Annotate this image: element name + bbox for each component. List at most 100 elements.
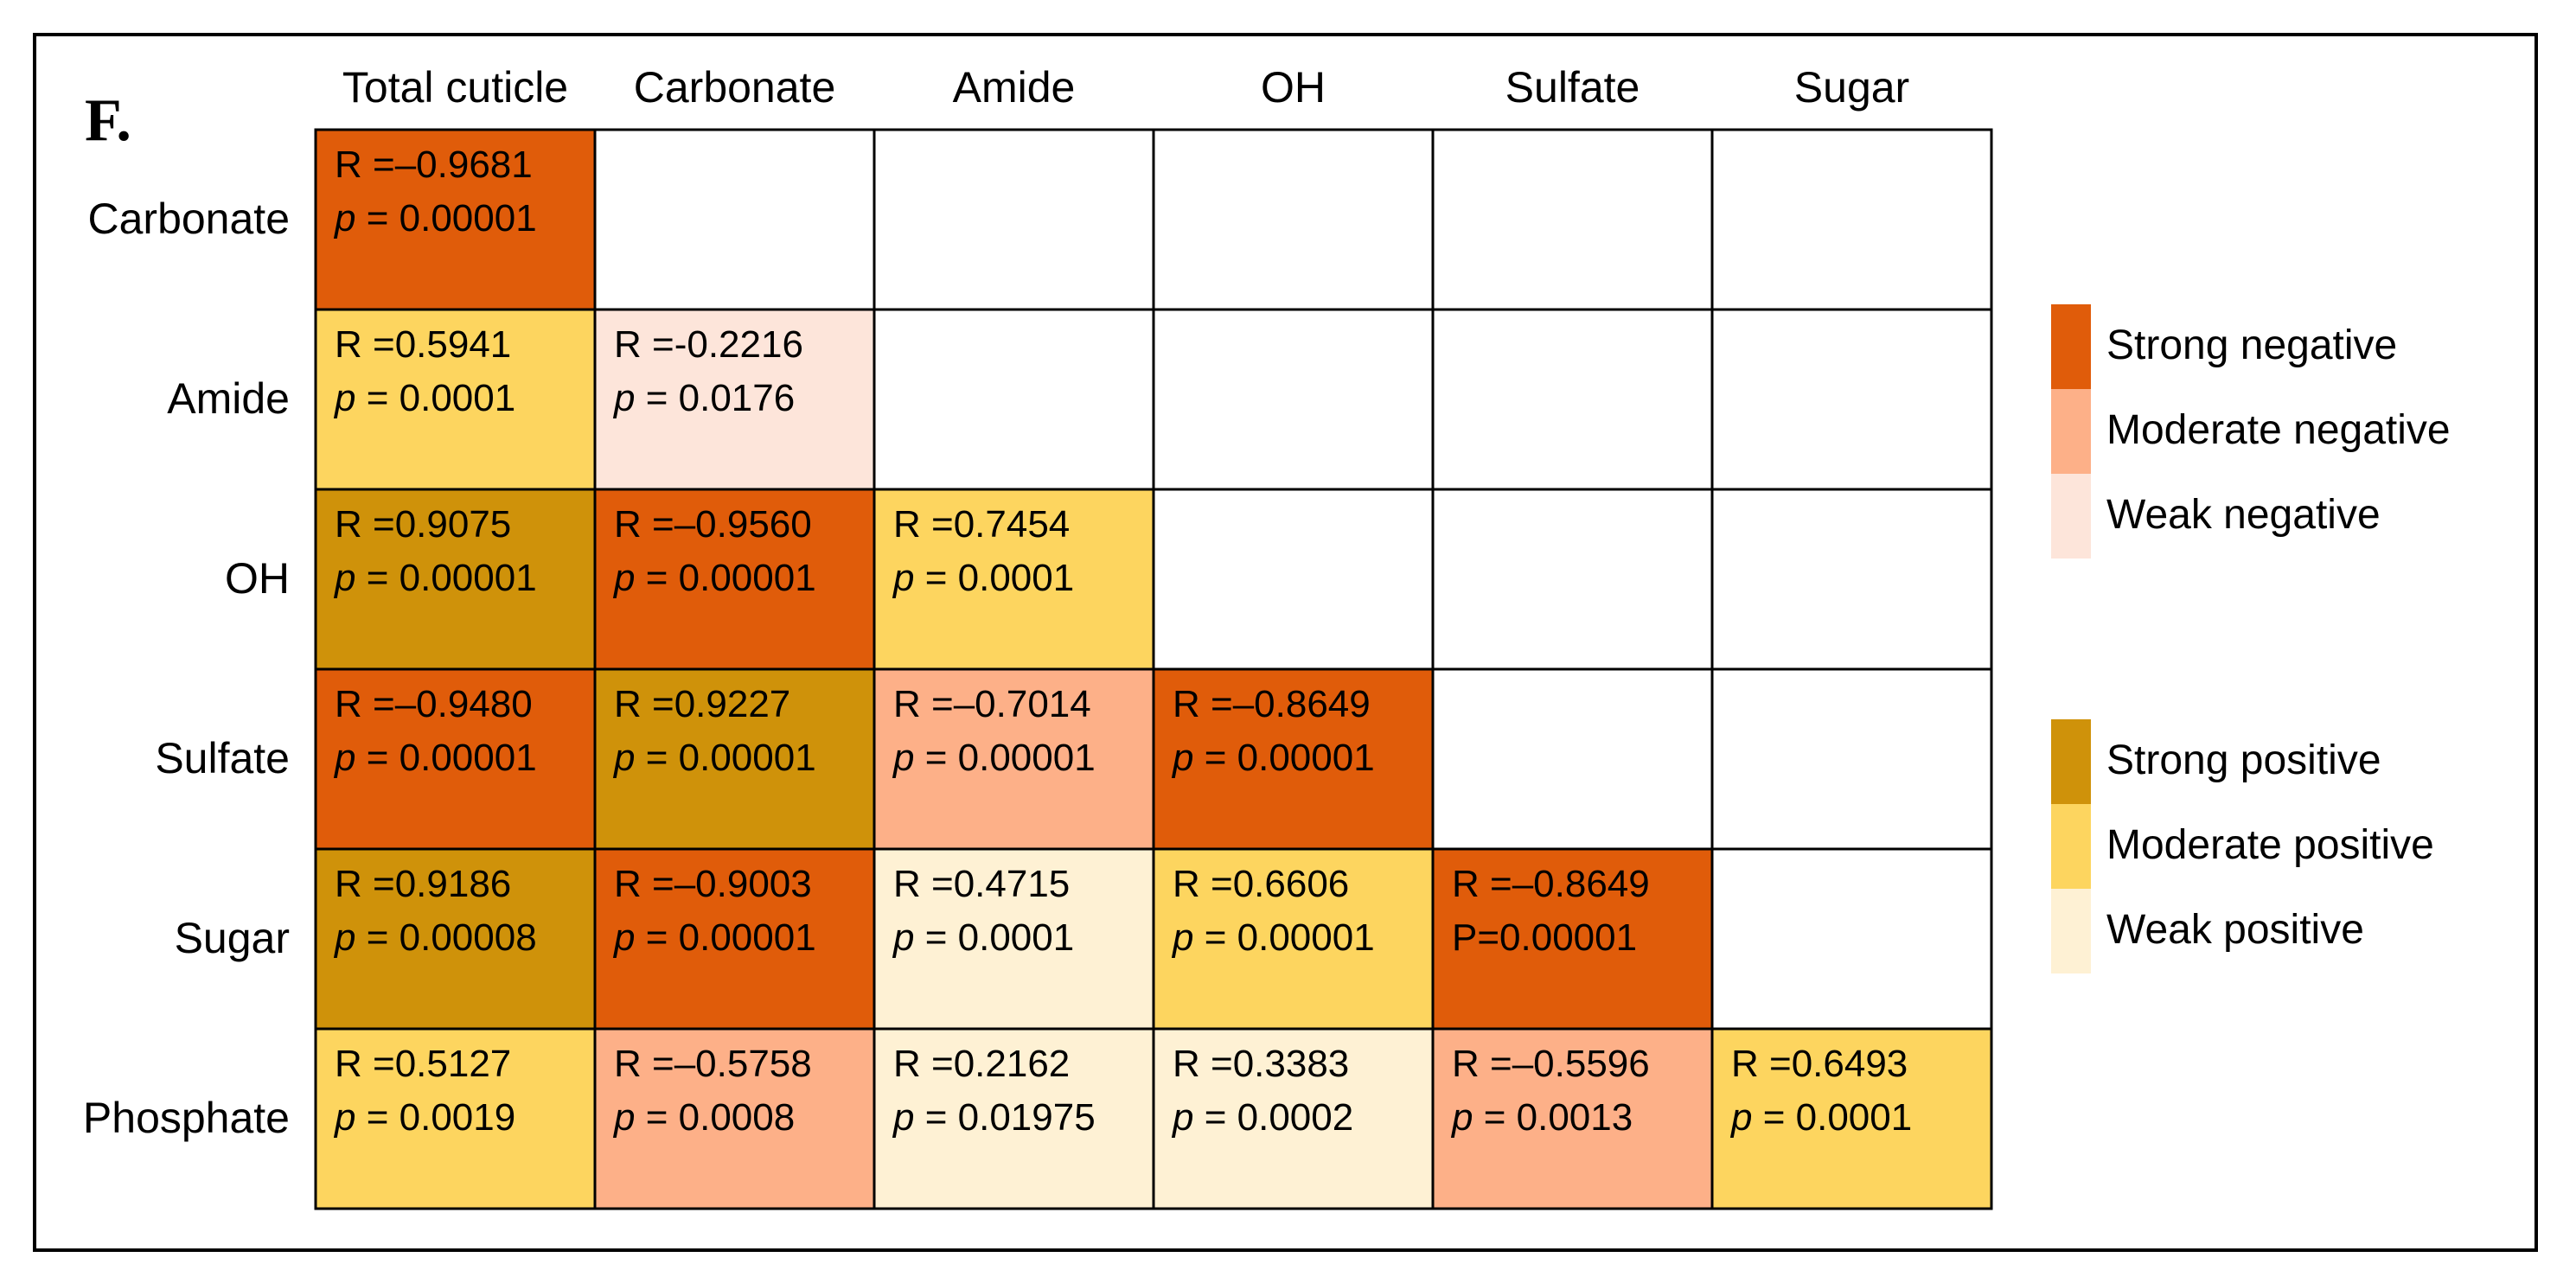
- p-symbol: p: [893, 557, 915, 599]
- p-value: p = 0.01975: [893, 1091, 1096, 1145]
- p-value-text: = 0.00001: [355, 197, 537, 239]
- heatmap-cell-amide-sugar: [1710, 308, 1993, 491]
- legend-swatch-strong-positive: [2051, 719, 2091, 804]
- cell-label: R =0.2162 p = 0.01975: [893, 1037, 1096, 1145]
- p-value-text: = 0.01975: [914, 1096, 1096, 1139]
- cell-label: R =0.3383 p = 0.0002: [1173, 1037, 1353, 1145]
- cell-label: R =0.7454 p = 0.0001: [893, 498, 1074, 605]
- cell-label: R =-0.2216 p = 0.0176: [614, 318, 803, 425]
- legend-label-moderate-negative: Moderate negative: [2106, 407, 2451, 453]
- p-symbol: p: [614, 916, 636, 959]
- heatmap-cell-sulfate-amide: [873, 667, 1155, 851]
- p-value: p = 0.00001: [335, 552, 537, 605]
- p-value-text: = 0.00001: [1193, 737, 1375, 779]
- heatmap-cell-amide-carbonate: [593, 308, 876, 491]
- p-value: p = 0.00001: [614, 911, 816, 965]
- heatmap-cell-oh-amide: [873, 488, 1155, 671]
- r-value: R =0.3383: [1173, 1043, 1350, 1085]
- p-value: p = 0.00008: [335, 911, 537, 965]
- p-value-text: = 0.0001: [914, 916, 1075, 959]
- p-value-text: = 0.0019: [355, 1096, 516, 1139]
- cell-label: R =0.4715 p = 0.0001: [893, 858, 1074, 965]
- p-symbol: p: [335, 1096, 356, 1139]
- r-value: R =-0.2216: [614, 323, 803, 366]
- heatmap-cell-amide-total-cuticle: [314, 308, 597, 491]
- p-value: p = 0.00001: [614, 731, 816, 785]
- r-value: R =–0.9560: [614, 503, 812, 546]
- p-value-text: = 0.0001: [355, 377, 516, 419]
- r-value: R =0.6493: [1731, 1043, 1908, 1085]
- heatmap-cell-amide-oh: [1152, 308, 1435, 491]
- p-symbol: p: [614, 1096, 636, 1139]
- heatmap-cell-carbonate-oh: [1152, 128, 1435, 311]
- heatmap-cell-phosphate-sulfate: [1431, 1027, 1714, 1210]
- p-symbol: p: [614, 377, 636, 419]
- row-header-sugar: Sugar: [174, 914, 290, 962]
- column-header-sugar: Sugar: [1793, 63, 1910, 112]
- heatmap-cell-sugar-sulfate: [1431, 847, 1714, 1031]
- heatmap-cell-sugar-oh: [1152, 847, 1435, 1031]
- heatmap-cell-oh-sulfate: [1431, 488, 1714, 671]
- p-value-text: = 0.0013: [1473, 1096, 1633, 1139]
- column-header-carbonate: Carbonate: [633, 63, 836, 112]
- heatmap-cell-sugar-sugar: [1710, 847, 1993, 1031]
- legend-label-weak-positive: Weak positive: [2106, 907, 2364, 953]
- row-header-amide: Amide: [167, 374, 290, 423]
- panel-label: F.: [85, 87, 131, 154]
- r-value: R =0.7454: [893, 503, 1071, 546]
- heatmap-cell-sulfate-carbonate: [593, 667, 876, 851]
- p-value: p = 0.0002: [1173, 1091, 1353, 1145]
- p-symbol: p: [893, 916, 915, 959]
- p-value: p = 0.0008: [614, 1091, 812, 1145]
- cell-label: R =0.9186 p = 0.00008: [335, 858, 537, 965]
- heatmap-cell-phosphate-carbonate: [593, 1027, 876, 1210]
- p-symbol: p: [1452, 1096, 1473, 1139]
- p-symbol: p: [1173, 737, 1194, 779]
- legend-label-weak-negative: Weak negative: [2106, 492, 2381, 538]
- p-value-text: = 0.00001: [635, 916, 816, 959]
- p-value: p = 0.0001: [893, 552, 1074, 605]
- r-value: R =0.2162: [893, 1043, 1071, 1085]
- column-header-total-cuticle: Total cuticle: [342, 63, 569, 112]
- heatmap-cell-amide-sulfate: [1431, 308, 1714, 491]
- legend-swatch-moderate-negative: [2051, 389, 2091, 474]
- cell-label: R =0.9227 p = 0.00001: [614, 678, 816, 785]
- p-value: p = 0.0001: [893, 911, 1074, 965]
- heatmap-cell-sulfate-sugar: [1710, 667, 1993, 851]
- heatmap-cell-sulfate-sulfate: [1431, 667, 1714, 851]
- p-symbol: p: [614, 557, 636, 599]
- row-header-phosphate: Phosphate: [82, 1094, 290, 1142]
- r-value: R =–0.7014: [893, 683, 1091, 725]
- p-symbol: p: [893, 737, 915, 779]
- p-value-text: = 0.00001: [635, 737, 816, 779]
- p-symbol: p: [893, 1096, 915, 1139]
- r-value: R =0.5941: [335, 323, 512, 366]
- heatmap-cell-sugar-total-cuticle: [314, 847, 597, 1031]
- p-value: p = 0.00001: [893, 731, 1096, 785]
- cell-label: R =–0.5758 p = 0.0008: [614, 1037, 812, 1145]
- cell-label: R =–0.9560 p = 0.00001: [614, 498, 816, 605]
- legend-label-strong-negative: Strong negative: [2106, 322, 2398, 368]
- row-header-carbonate: Carbonate: [87, 195, 291, 243]
- heatmap-cell-oh-oh: [1152, 488, 1435, 671]
- p-value-text: = 0.0002: [1193, 1096, 1354, 1139]
- r-value: R =0.9186: [335, 863, 512, 905]
- legend-swatch-weak-negative: [2051, 474, 2091, 559]
- p-symbol: p: [335, 377, 356, 419]
- cell-label: R =–0.9480 p = 0.00001: [335, 678, 537, 785]
- heatmap-cell-carbonate-carbonate: [593, 128, 876, 311]
- p-value: p = 0.00001: [335, 731, 537, 785]
- r-value: R =–0.9003: [614, 863, 812, 905]
- legend-swatch-moderate-positive: [2051, 804, 2091, 889]
- heatmap-cell-oh-total-cuticle: [314, 488, 597, 671]
- p-value-text: = 0.00001: [1193, 916, 1375, 959]
- cell-label: R =–0.9003 p = 0.00001: [614, 858, 816, 965]
- p-value-text: = 0.00008: [355, 916, 537, 959]
- p-value-text: = 0.0001: [1752, 1096, 1913, 1139]
- p-symbol: p: [614, 737, 636, 779]
- heatmap-cell-amide-amide: [873, 308, 1155, 491]
- p-value-text: = 0.0001: [914, 557, 1075, 599]
- cell-label: R =0.5941 p = 0.0001: [335, 318, 515, 425]
- r-value: R =–0.9681: [335, 144, 533, 186]
